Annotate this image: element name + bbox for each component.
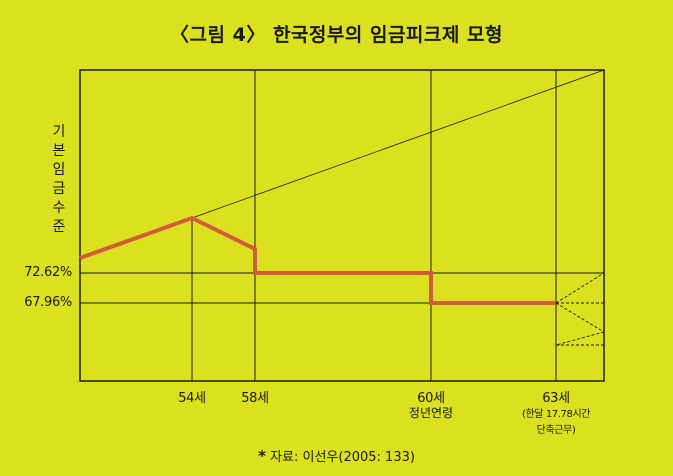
x-tick-54: 54세 (178, 391, 206, 406)
extension-dashed-lines (555, 272, 605, 346)
x-tick-63: 63세 (542, 391, 570, 406)
y-tick-67-96: 67.96% (24, 295, 72, 310)
y-axis-label: 기본임금수준 (52, 124, 66, 235)
extension-note-line1: (한달 17.78시간 (521, 409, 591, 420)
diagram-title: 〈그림 4〉 한국정부의 임금피크제 모형 (170, 24, 503, 46)
reference-diagonal-line (191, 69, 605, 219)
plot-frame (79, 69, 605, 382)
x-tick-58: 58세 (241, 391, 269, 406)
wage-curve-line (79, 215, 556, 305)
source-text: 자료: 이선우(2005: 133) (270, 450, 415, 465)
x-tick-60: 60세 (417, 391, 445, 406)
source-marker: * (258, 447, 266, 465)
extension-note-line2: 단축근무) (536, 425, 576, 436)
y-tick-72-62: 72.62% (24, 265, 72, 280)
retirement-age-label: 정년연령 (408, 406, 454, 420)
source-note: * 자료: 이선우(2005: 133) (0, 446, 673, 465)
